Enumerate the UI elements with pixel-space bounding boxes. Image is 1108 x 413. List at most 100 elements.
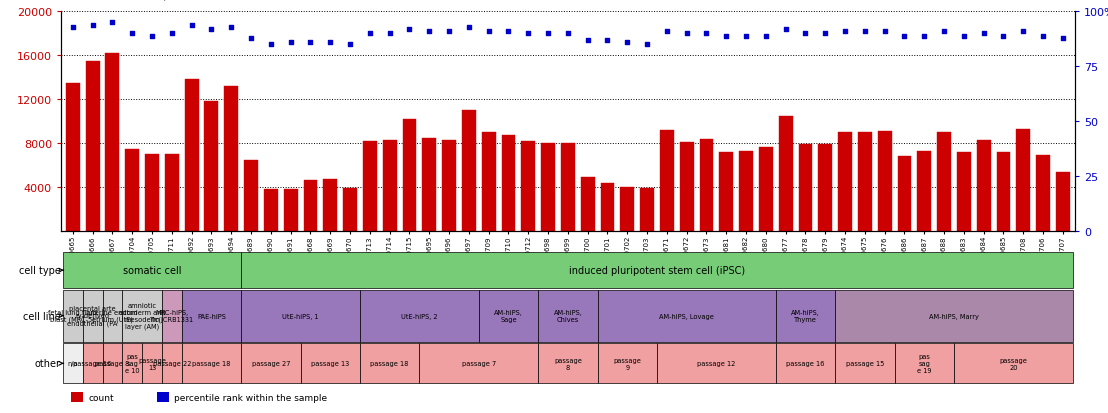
Point [1054, 36, 1071, 42]
Point [480, 29, 497, 36]
Text: passage 16: passage 16 [73, 361, 112, 366]
Bar [360, 290, 479, 342]
Point [757, 33, 774, 40]
Point [321, 40, 339, 46]
Bar [996, 152, 1010, 231]
Bar [205, 102, 218, 231]
Bar [917, 152, 931, 231]
Bar [937, 133, 951, 231]
Point [163, 31, 181, 38]
Point [717, 33, 735, 40]
Bar [83, 290, 103, 342]
Point [955, 33, 973, 40]
Text: UtE-hiPS, 2: UtE-hiPS, 2 [401, 313, 438, 319]
Bar [739, 152, 753, 231]
Text: passage 27: passage 27 [252, 361, 290, 366]
Bar [977, 140, 991, 231]
Text: amniotic
ectoderm and
mesoderm
layer (AM): amniotic ectoderm and mesoderm layer (AM… [119, 302, 165, 330]
Point [817, 31, 834, 38]
Bar [541, 144, 555, 231]
Point [578, 38, 596, 44]
Point [223, 24, 240, 31]
Text: percentile rank within the sample: percentile rank within the sample [174, 393, 328, 401]
Point [84, 22, 102, 29]
Point [123, 31, 141, 38]
Bar [538, 344, 597, 383]
Point [1034, 33, 1051, 40]
Bar [597, 344, 657, 383]
Point [520, 31, 537, 38]
Bar [601, 183, 614, 231]
Bar [224, 87, 238, 231]
Bar [65, 83, 80, 231]
Bar [581, 178, 595, 231]
Point [203, 26, 220, 33]
Bar [462, 111, 475, 231]
Bar [1036, 156, 1050, 231]
Bar [83, 344, 103, 383]
Bar [382, 140, 397, 231]
Bar [858, 133, 872, 231]
Bar [182, 344, 242, 383]
Point [500, 29, 517, 36]
Point [301, 40, 319, 46]
Point [837, 29, 854, 36]
Bar [776, 344, 835, 383]
Bar [103, 344, 122, 383]
Bar [479, 290, 538, 342]
Point [598, 38, 616, 44]
Bar [779, 116, 792, 231]
Bar [242, 290, 360, 342]
Bar [894, 344, 954, 383]
Point [875, 29, 893, 36]
Point [103, 20, 121, 27]
Point [618, 40, 636, 46]
Bar [835, 290, 1073, 342]
Point [460, 24, 478, 31]
Bar [63, 253, 242, 288]
Point [698, 31, 716, 38]
Text: passage 18: passage 18 [370, 361, 409, 366]
Bar [538, 290, 597, 342]
Text: passage 18: passage 18 [193, 361, 230, 366]
Bar [142, 344, 162, 383]
Bar [63, 290, 83, 342]
Text: passage 22: passage 22 [153, 361, 191, 366]
Point [737, 33, 755, 40]
Point [777, 26, 794, 33]
Bar [1016, 130, 1030, 231]
Bar [657, 344, 776, 383]
Text: AM-hiPS,
Sage: AM-hiPS, Sage [494, 309, 523, 323]
Text: AM-hiPS,
Chives: AM-hiPS, Chives [554, 309, 582, 323]
Point [281, 40, 299, 46]
Bar [304, 181, 317, 231]
Point [935, 29, 953, 36]
Point [975, 31, 993, 38]
Text: other: other [34, 358, 61, 368]
Bar [419, 344, 538, 383]
Text: cell type: cell type [19, 266, 61, 275]
Bar [324, 180, 337, 231]
Text: n/a: n/a [68, 361, 79, 366]
Text: passage
8: passage 8 [554, 357, 582, 370]
Bar [402, 120, 417, 231]
Point [915, 33, 933, 40]
Text: PAE-hiPS: PAE-hiPS [197, 313, 226, 319]
Bar [1056, 172, 1070, 231]
Bar [660, 131, 674, 231]
Bar [799, 145, 812, 231]
Bar [759, 148, 772, 231]
Point [995, 33, 1013, 40]
Bar [620, 188, 634, 231]
Text: cell line: cell line [23, 311, 61, 321]
Bar [835, 344, 894, 383]
Text: passage
9: passage 9 [614, 357, 642, 370]
Bar [71, 392, 83, 402]
Point [341, 42, 359, 49]
Text: somatic cell: somatic cell [123, 266, 182, 275]
Bar [157, 392, 170, 402]
Text: UtE-hiPS, 1: UtE-hiPS, 1 [283, 313, 319, 319]
Point [401, 26, 419, 33]
Point [856, 29, 874, 36]
Bar [360, 344, 419, 383]
